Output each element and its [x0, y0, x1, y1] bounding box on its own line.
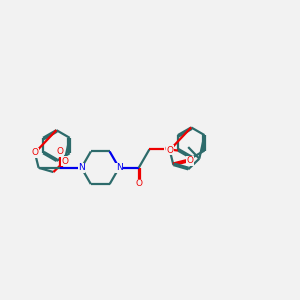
Text: O: O: [187, 157, 194, 166]
Text: O: O: [164, 145, 171, 154]
Text: N: N: [116, 163, 122, 172]
Text: N: N: [78, 163, 85, 172]
Text: O: O: [61, 157, 68, 166]
Text: O: O: [166, 146, 173, 154]
Text: O: O: [135, 179, 142, 188]
Text: O: O: [32, 148, 38, 157]
Text: O: O: [56, 147, 64, 156]
